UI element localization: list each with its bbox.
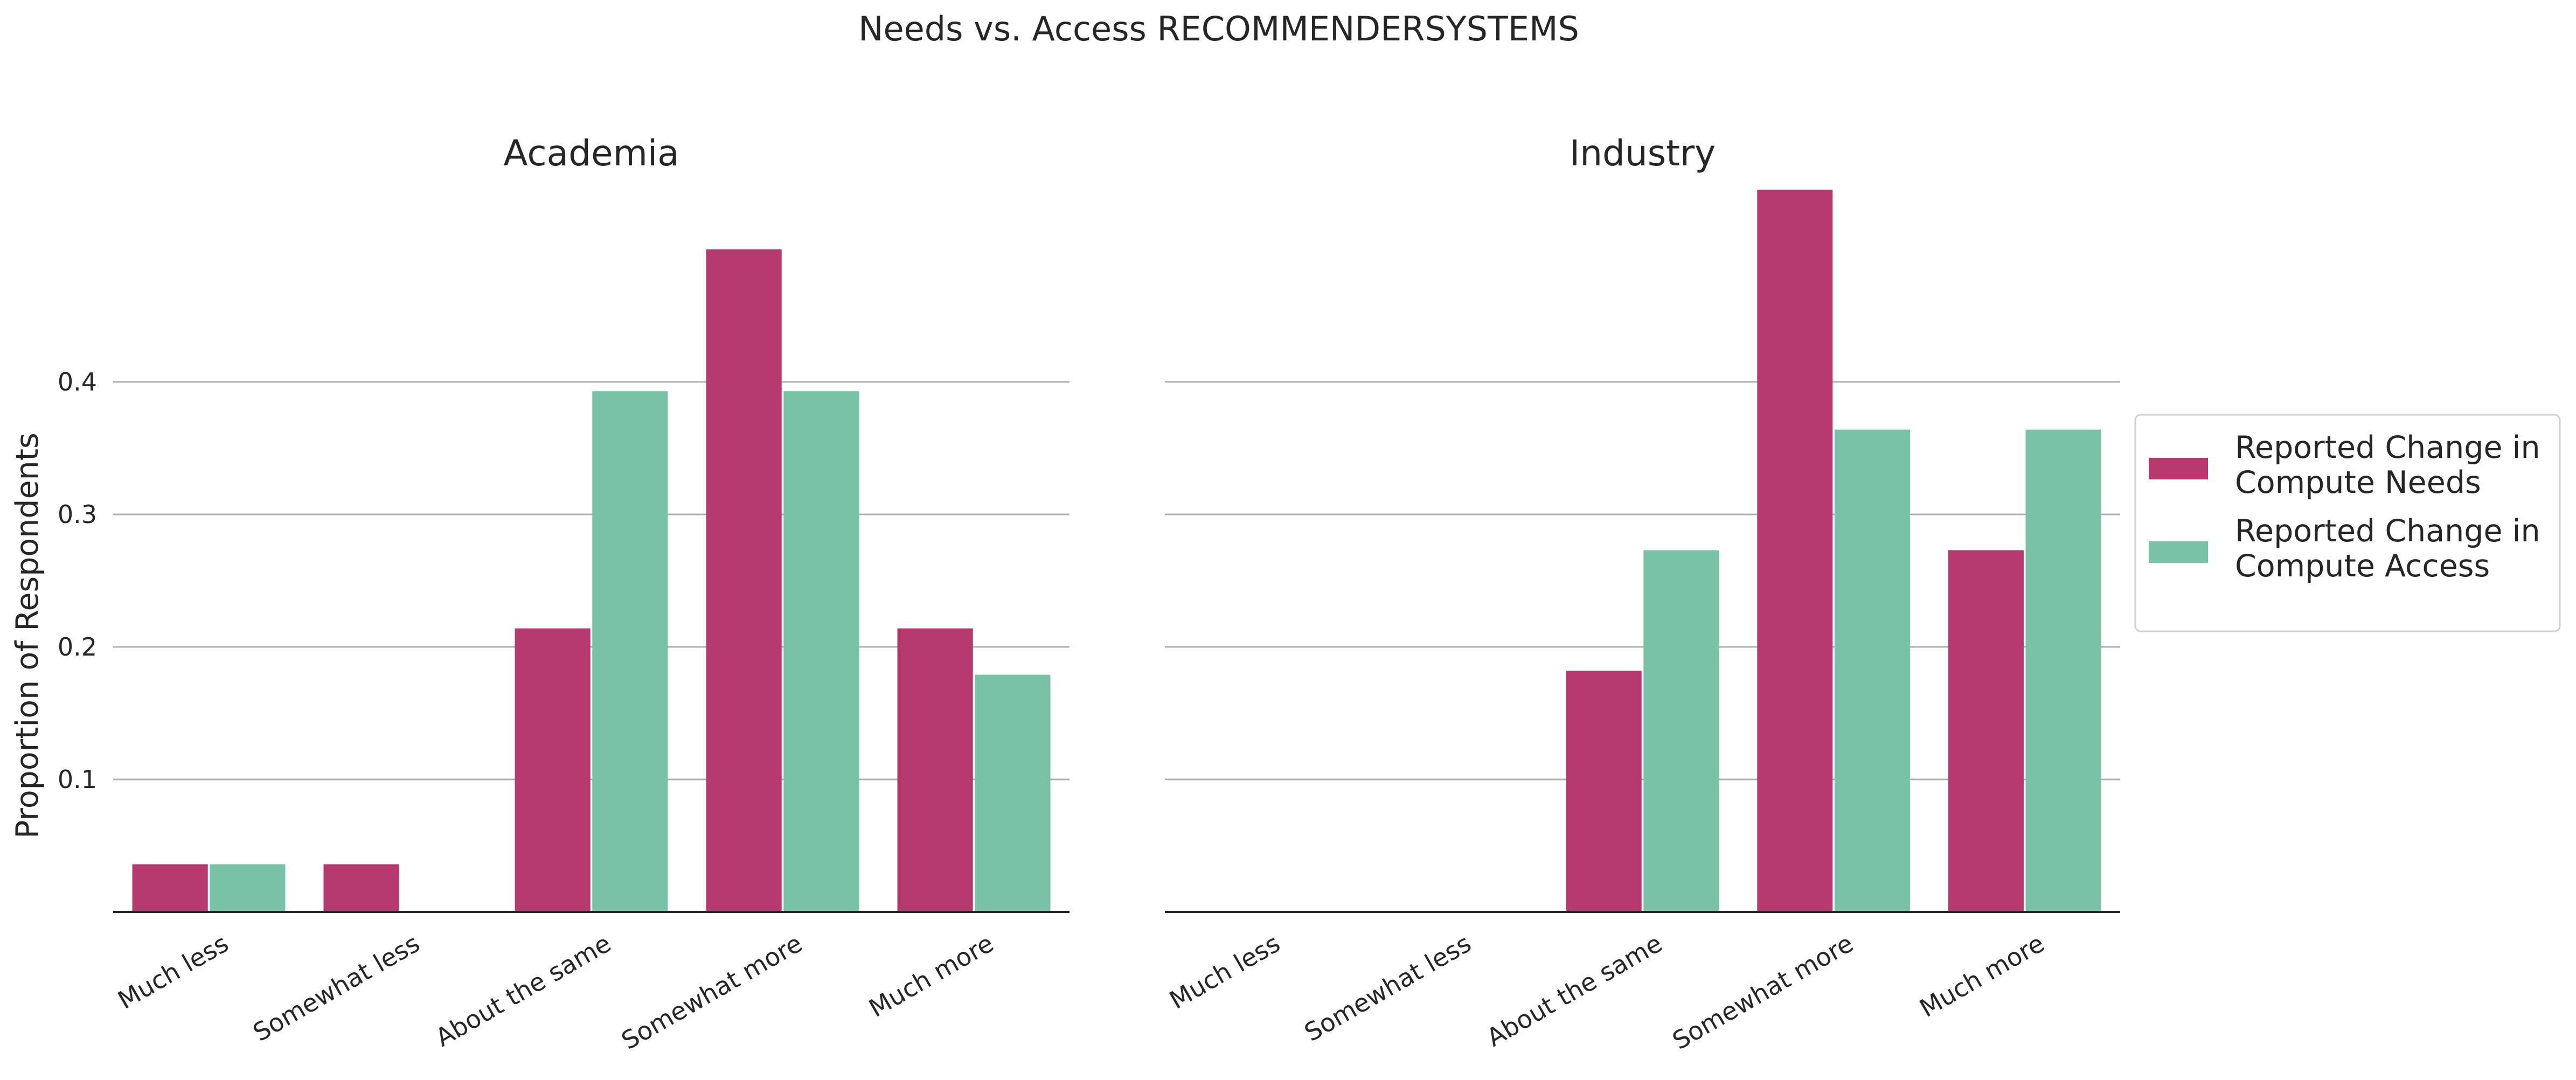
y-tick-label: 0.4: [58, 367, 97, 396]
y-axis-label: Proportion of Respondents: [10, 433, 45, 839]
panel-title: Academia: [503, 133, 679, 174]
bar-needs: [897, 628, 973, 912]
legend-label: Reported Change in: [2235, 430, 2540, 465]
bar-needs: [706, 249, 782, 912]
y-tick-label: 0.1: [58, 765, 97, 794]
bar-access: [975, 674, 1051, 912]
y-tick-label: 0.2: [58, 632, 97, 661]
bar-needs: [1948, 550, 2024, 912]
bar-access: [1834, 429, 1910, 912]
bar-needs: [1566, 671, 1642, 912]
bar-access: [2025, 429, 2101, 912]
bar-access: [210, 864, 286, 912]
bar-access: [592, 391, 668, 912]
legend-swatch: [2149, 458, 2208, 479]
legend-label: Compute Needs: [2235, 465, 2481, 500]
bar-needs: [132, 864, 208, 912]
bar-needs: [323, 864, 399, 912]
bar-needs: [1757, 190, 1833, 912]
legend-box: [2134, 414, 2561, 632]
chart-title: Needs vs. Access RECOMMENDERSYSTEMS: [858, 9, 1579, 48]
panel-title: Industry: [1570, 133, 1716, 174]
bar-access: [783, 391, 859, 912]
bar-needs: [515, 628, 591, 912]
bar-access: [1643, 550, 1719, 912]
legend-label: Reported Change in: [2235, 513, 2540, 549]
legend-swatch: [2149, 541, 2208, 563]
panel-1: Much less Somewhat less About the same Some…: [1164, 133, 2120, 1055]
legend-label: Compute Access: [2235, 548, 2490, 584]
y-tick-label: 0.3: [58, 500, 97, 529]
